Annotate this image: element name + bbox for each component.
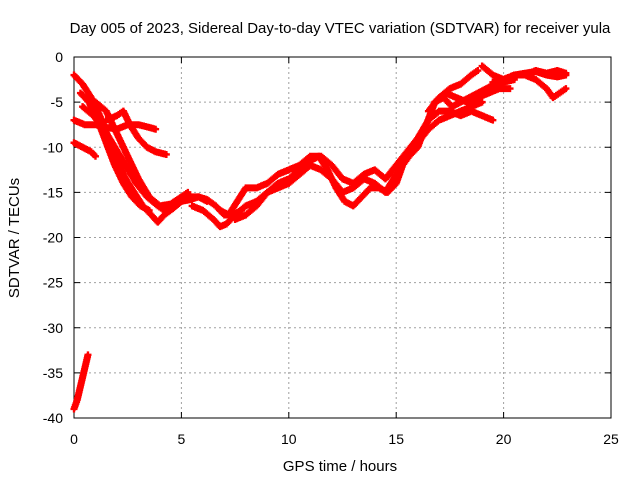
series-track-16 — [489, 67, 570, 86]
y-tick-label: -25 — [43, 275, 63, 291]
y-tick-label: -5 — [51, 94, 64, 110]
series-track-13 — [431, 85, 514, 106]
x-tick-label: 20 — [496, 431, 512, 447]
y-axis-title: SDTVAR / TECUs — [6, 178, 23, 298]
series-markers — [489, 67, 570, 86]
series-markers — [102, 107, 170, 158]
x-tick-label: 15 — [388, 431, 404, 447]
data-marks — [70, 62, 570, 413]
series-track-6 — [102, 107, 170, 158]
series-markers — [231, 98, 486, 223]
chart-title: Day 005 of 2023, Sidereal Day-to-day VTE… — [70, 20, 611, 37]
y-tick-label: -20 — [43, 230, 63, 246]
x-tick-label: 0 — [70, 431, 78, 447]
series-track-11 — [231, 98, 486, 223]
y-tick-label: -40 — [43, 410, 63, 426]
y-tick-label: -10 — [43, 139, 63, 155]
series-track-7 — [70, 139, 99, 160]
series-track-8 — [70, 351, 92, 413]
x-tick-label: 10 — [281, 431, 297, 447]
y-tick-label: 0 — [55, 49, 63, 65]
y-tick-label: -15 — [43, 184, 63, 200]
y-tick-label: -30 — [43, 320, 63, 336]
x-axis-title: GPS time / hours — [283, 458, 397, 475]
grid-lines — [74, 57, 611, 418]
x-tick-label: 25 — [603, 431, 619, 447]
series-markers — [70, 351, 92, 413]
series-markers — [431, 85, 514, 106]
series-markers — [70, 139, 99, 160]
x-tick-label: 5 — [178, 431, 186, 447]
axis-ticks: 0 5 10 15 20 25 0 -5 -10 -15 -20 -25 -30 -35 -40 — [43, 49, 619, 447]
y-tick-label: -35 — [43, 365, 63, 381]
